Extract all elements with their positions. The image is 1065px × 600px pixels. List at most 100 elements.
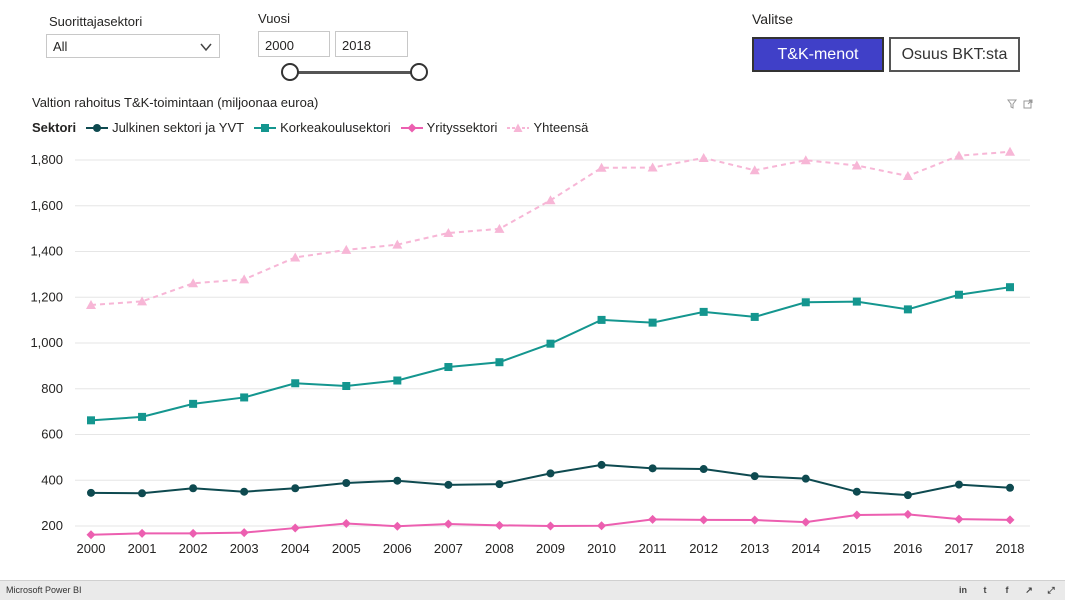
legend-item-higher-ed[interactable]: Korkeakoulusektori	[254, 120, 391, 135]
filter-icon[interactable]	[1007, 96, 1017, 114]
data-point	[189, 484, 198, 493]
sector-filter-label: Suorittajasektori	[49, 14, 143, 29]
legend-item-public[interactable]: Julkinen sektori ja YVT	[86, 120, 244, 135]
x-tick-label: 2003	[230, 541, 259, 556]
y-tick-label: 400	[41, 472, 63, 487]
year-slider-start-handle[interactable]	[281, 63, 299, 81]
data-point	[851, 160, 862, 170]
gdp-share-button[interactable]: Osuus BKT:sta	[889, 37, 1020, 72]
year-slider-end-handle[interactable]	[410, 63, 428, 81]
x-tick-label: 2000	[77, 541, 106, 556]
data-point	[290, 252, 301, 262]
data-point	[1006, 283, 1014, 292]
powerbi-brand-link[interactable]: Microsoft Power BI	[6, 585, 82, 595]
data-point	[443, 227, 454, 237]
data-point	[341, 518, 351, 528]
rd-expenditure-button[interactable]: T&K-menot	[752, 37, 884, 72]
data-point	[699, 515, 709, 525]
line-chart: 200 400 600 800 1,000 1,200 1,400 1,600 1,800 200…	[30, 146, 1030, 556]
data-point	[290, 523, 300, 533]
year-slider-track[interactable]	[290, 71, 420, 74]
data-point	[597, 460, 606, 469]
data-point	[546, 339, 555, 348]
x-tick-label: 2008	[485, 541, 514, 556]
legend-marker-triangle	[507, 123, 530, 132]
data-point	[494, 520, 504, 530]
data-point	[239, 528, 249, 538]
data-point	[87, 488, 95, 497]
year-to-input[interactable]: 2018	[335, 31, 408, 57]
data-point	[1006, 483, 1014, 492]
data-point	[444, 480, 453, 489]
series-line-1	[90, 286, 1011, 422]
y-tick-label: 1,200	[30, 289, 63, 304]
x-tick-label: 2017	[944, 541, 973, 556]
share-icon[interactable]: ↗	[1025, 585, 1033, 595]
legend-item-business[interactable]: Yrityssektori	[400, 120, 497, 135]
data-point	[698, 152, 709, 162]
data-point	[239, 274, 250, 284]
data-point	[852, 510, 862, 520]
data-point	[545, 195, 556, 205]
x-tick-label: 2009	[536, 541, 565, 556]
data-point	[444, 363, 453, 372]
data-point	[87, 416, 95, 425]
legend-marker-circle	[86, 123, 109, 132]
sector-dropdown[interactable]: All	[46, 34, 220, 58]
data-point	[801, 517, 811, 527]
data-point	[596, 162, 607, 172]
data-point	[393, 476, 402, 485]
y-tick-label: 800	[41, 381, 63, 396]
x-tick-label: 2004	[281, 541, 310, 556]
y-tick-label: 1,000	[30, 335, 63, 350]
data-point	[86, 300, 96, 310]
data-point	[494, 223, 505, 233]
data-point	[597, 521, 607, 531]
data-point	[1005, 515, 1015, 525]
focus-mode-icon[interactable]	[1023, 96, 1033, 114]
legend-marker-square	[254, 123, 277, 132]
sector-dropdown-value: All	[53, 39, 68, 54]
x-tick-label: 2013	[740, 541, 769, 556]
legend-label: Julkinen sektori ja YVT	[112, 120, 245, 135]
data-point	[188, 528, 198, 538]
x-tick-label: 2010	[587, 541, 616, 556]
data-point	[699, 307, 708, 316]
x-tick-label: 2015	[842, 541, 871, 556]
x-tick-label: 2007	[434, 541, 463, 556]
data-point	[903, 305, 912, 314]
facebook-icon[interactable]: f	[1005, 585, 1009, 595]
y-tick-label: 600	[41, 427, 63, 442]
series-line-3	[90, 150, 1011, 307]
data-point	[188, 278, 199, 288]
legend-label: Korkeakoulusektori	[280, 120, 391, 135]
data-point	[546, 521, 555, 531]
fullscreen-icon[interactable]: ⤢	[1047, 585, 1055, 595]
data-point	[852, 297, 861, 306]
year-filter-label: Vuosi	[258, 11, 291, 26]
y-tick-label: 1,800	[30, 152, 63, 167]
linkedin-icon[interactable]: in	[959, 585, 967, 595]
data-point	[341, 244, 352, 254]
chevron-down-icon	[199, 40, 213, 59]
data-point	[954, 290, 963, 299]
legend-marker-diamond	[400, 123, 423, 132]
data-point	[495, 358, 504, 367]
legend-label: Yhteensä	[533, 120, 589, 135]
twitter-icon[interactable]: t	[983, 585, 987, 595]
choose-label: Valitse	[752, 11, 793, 27]
data-point	[392, 521, 402, 531]
data-point	[953, 150, 964, 160]
data-point	[137, 296, 148, 306]
data-point	[750, 312, 759, 321]
year-from-input[interactable]: 2000	[258, 31, 330, 57]
data-point	[546, 469, 555, 478]
data-point	[954, 480, 963, 489]
data-point	[699, 465, 708, 474]
x-tick-label: 2014	[791, 541, 820, 556]
data-point	[648, 514, 658, 524]
data-point	[443, 519, 453, 529]
data-point	[647, 162, 658, 172]
legend-item-total[interactable]: Yhteensä	[507, 120, 588, 135]
data-point	[291, 379, 300, 388]
